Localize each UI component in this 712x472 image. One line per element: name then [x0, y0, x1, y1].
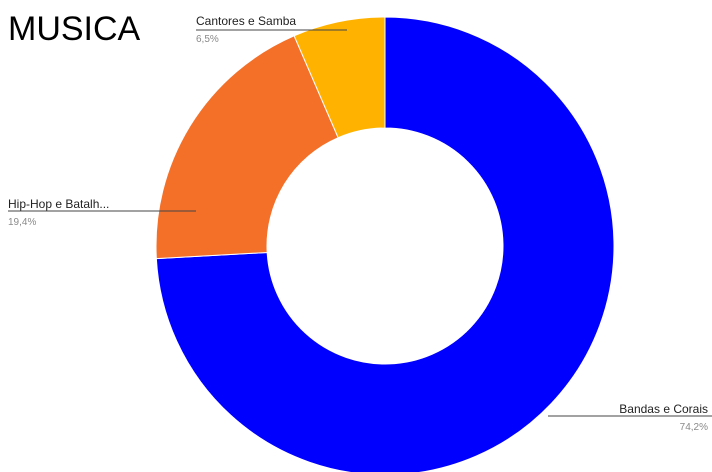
donut-slice-1	[155, 16, 615, 472]
slice-label-2: Hip-Hop e Batalh...	[8, 197, 109, 211]
slice-labels: Bandas e Corais 74,2% Hip-Hop e Batalh... 1…	[8, 14, 712, 433]
chart-title: MUSICA	[8, 10, 141, 48]
slice-value-1: 74,2%	[680, 422, 708, 433]
slice-label-3: Cantores e Samba	[196, 14, 296, 28]
donut-slices	[155, 16, 615, 472]
slice-value-2: 19,4%	[8, 217, 36, 228]
slice-label-1: Bandas e Corais	[619, 402, 708, 416]
slice-value-3: 6,5%	[196, 34, 219, 45]
donut-slice-3	[293, 16, 386, 139]
donut-slice-2	[155, 35, 339, 260]
